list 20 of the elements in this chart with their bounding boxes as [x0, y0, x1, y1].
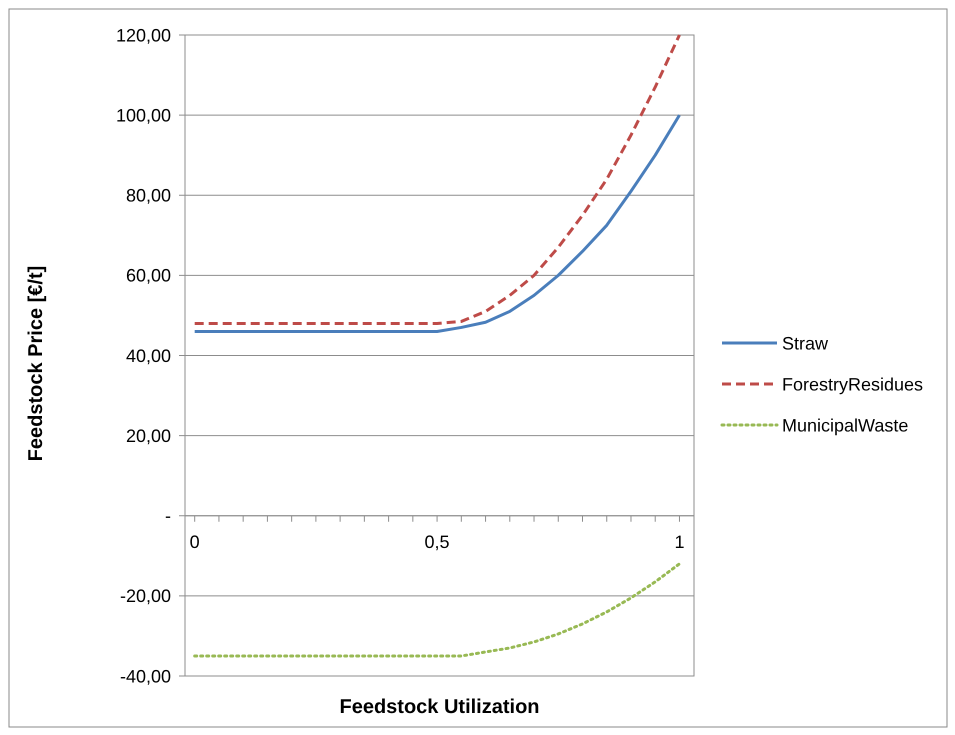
legend-label: ForestryResidues — [782, 374, 924, 394]
y-tick-label: 40,00 — [126, 346, 171, 366]
y-tick-label: -40,00 — [120, 666, 171, 686]
y-tick-label: 100,00 — [116, 105, 171, 126]
y-tick-label: 80,00 — [126, 186, 171, 206]
line-series — [193, 114, 681, 333]
x-tick-label: 1 — [674, 532, 684, 552]
legend-label: MunicipalWaste — [782, 415, 908, 436]
x-tick-label: 0 — [190, 532, 200, 552]
legend-label: Straw — [782, 333, 830, 354]
x-tick-label: 0,5 — [424, 532, 450, 552]
x-axis-title: Feedstock Utilization — [339, 696, 540, 718]
y-axis-title: Feedstock Price [€/t] — [25, 266, 47, 462]
y-tick-label: 60,00 — [126, 266, 171, 286]
y-tick-label: 120,00 — [116, 25, 171, 46]
y-tick-label: - — [165, 506, 171, 526]
y-tick-label: 20,00 — [126, 426, 171, 446]
line-series — [193, 34, 681, 325]
line-series — [193, 562, 681, 658]
y-tick-label: -20,00 — [120, 586, 171, 606]
